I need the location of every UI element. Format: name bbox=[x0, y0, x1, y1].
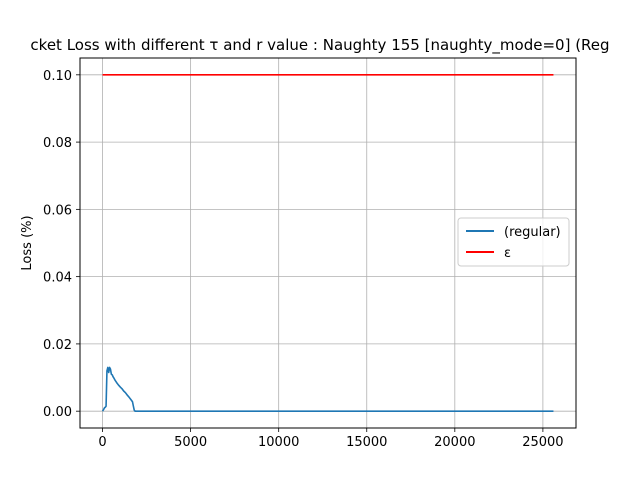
series-lines bbox=[101, 74, 554, 412]
legend-label: (regular) bbox=[504, 225, 561, 240]
legend: (regular) ε bbox=[457, 217, 570, 267]
legend-label: ε bbox=[504, 246, 511, 261]
y-axis-label: Loss (%) bbox=[20, 215, 35, 270]
x-tick-label: 15000 bbox=[346, 435, 387, 450]
plot-frame bbox=[79, 57, 577, 429]
x-tick-label: 5000 bbox=[174, 435, 207, 450]
x-tick-label: 25000 bbox=[522, 435, 563, 450]
y-tick-label: 0.08 bbox=[43, 136, 72, 151]
chart-title: cket Loss with different τ and r value :… bbox=[30, 36, 609, 55]
series-line-0 bbox=[101, 366, 554, 412]
y-tick-label: 0.06 bbox=[43, 203, 72, 218]
x-tick-label: 0 bbox=[98, 435, 106, 450]
y-tick-label: 0.10 bbox=[43, 69, 72, 84]
x-tick-label: 20000 bbox=[434, 435, 475, 450]
x-tick-label: 10000 bbox=[258, 435, 299, 450]
y-tick-label: 0.04 bbox=[43, 271, 72, 286]
y-tick-label: 0.02 bbox=[43, 338, 72, 353]
y-tick-label: 0.00 bbox=[43, 405, 72, 420]
axis-ticks: 0 5000 10000 15000 20000 25000 0.00 0.02 0.04 0.0… bbox=[43, 69, 564, 450]
